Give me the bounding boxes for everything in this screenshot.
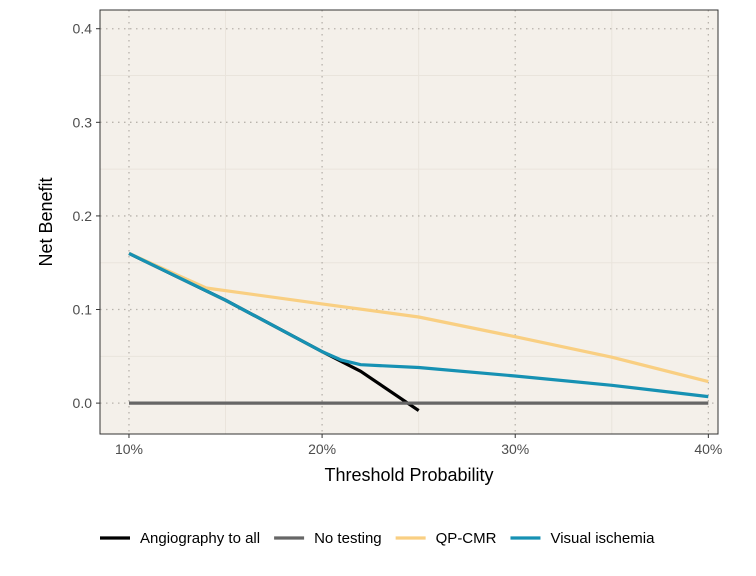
y-tick-label: 0.2: [73, 208, 93, 224]
legend-label-2: QP-CMR: [436, 530, 497, 547]
legend: Angiography to all No testing QP-CMR Visual…: [100, 530, 655, 547]
y-axis: 0.0 0.1 0.2 0.3 0.4: [73, 21, 100, 411]
series-line-3: [128, 251, 709, 399]
legend-label-0: Angiography to all: [140, 530, 260, 547]
x-tick-label: 30%: [501, 441, 529, 457]
x-tick-label: 20%: [308, 441, 336, 457]
legend-label-1: No testing: [314, 530, 382, 547]
y-tick-label: 0.4: [73, 21, 93, 37]
y-tick-label: 0.1: [73, 302, 93, 318]
minor-gridlines: [100, 10, 718, 434]
x-axis-title: Threshold Probability: [324, 465, 493, 485]
x-tick-label: 10%: [115, 441, 143, 457]
plot-panel: [100, 10, 718, 434]
x-tick-label: 40%: [694, 441, 722, 457]
series-lines: [128, 251, 709, 412]
x-axis: 10% 20% 30% 40%: [115, 434, 722, 457]
y-axis-title: Net Benefit: [36, 177, 56, 266]
y-tick-label: 0.0: [73, 395, 93, 411]
plot-border: [99, 9, 719, 435]
y-tick-label: 0.3: [73, 114, 93, 130]
series-line-2: [128, 251, 709, 384]
legend-label-3: Visual ischemia: [550, 530, 655, 547]
